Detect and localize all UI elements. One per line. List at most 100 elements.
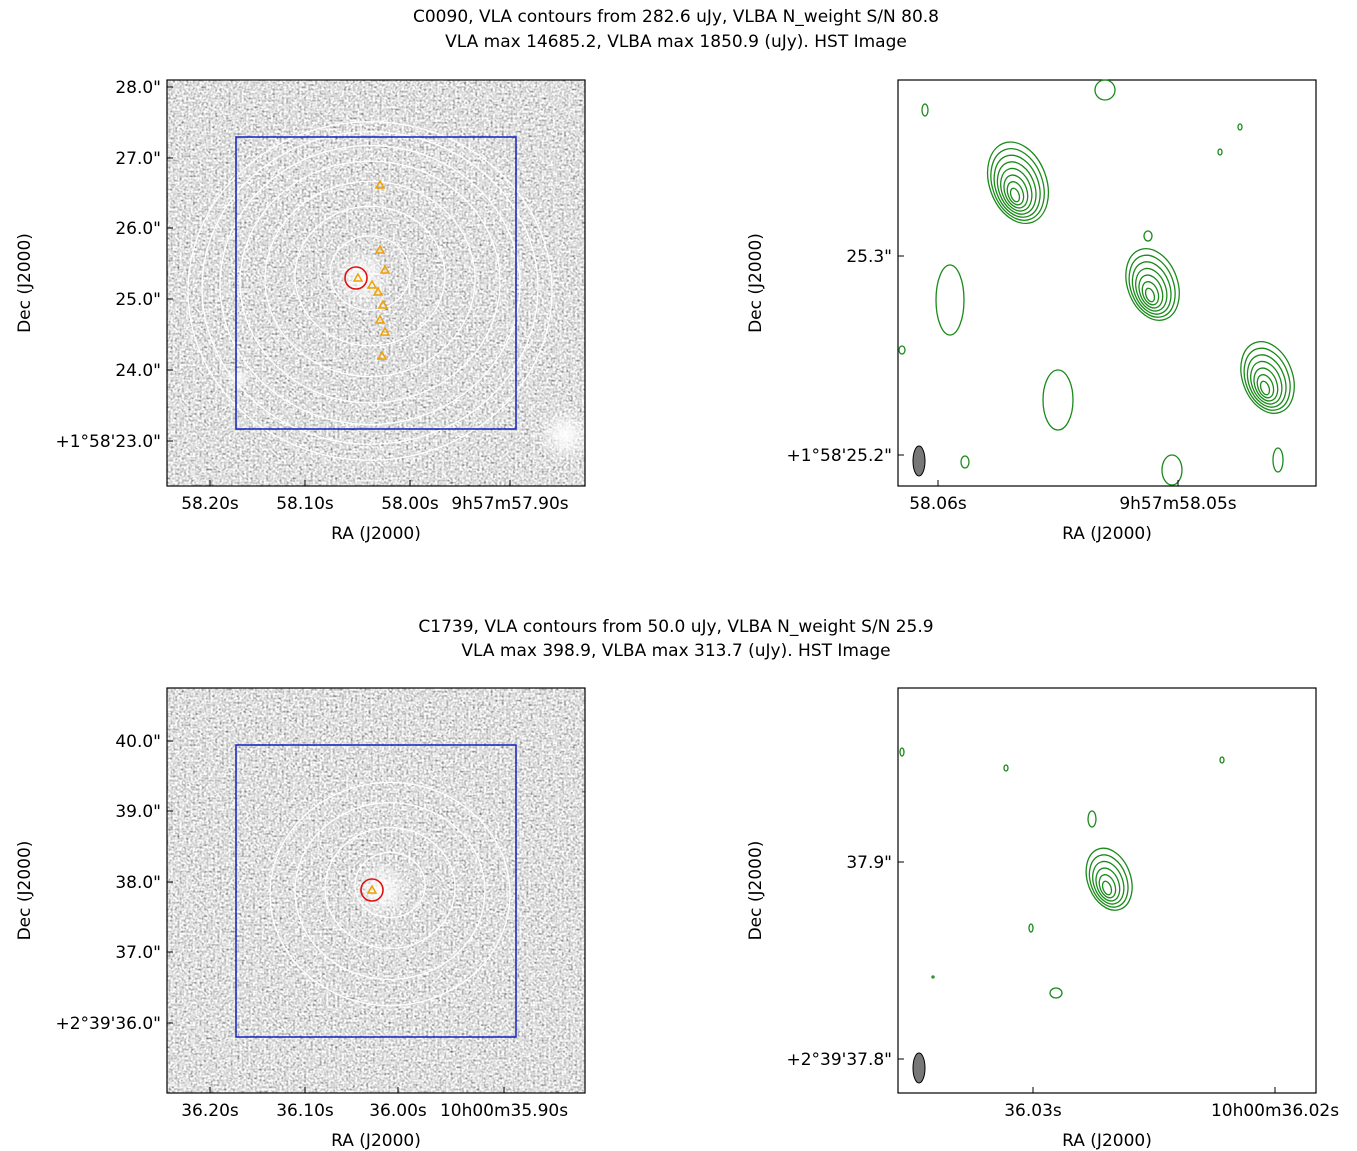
vlba-contour — [1135, 267, 1168, 312]
vla-contour — [264, 180, 476, 378]
vlba-contour — [1250, 360, 1283, 405]
vlba-contour — [1042, 369, 1074, 431]
vlba-contour — [1138, 274, 1164, 309]
x-tick-label: 36.00s — [369, 1101, 427, 1121]
y-axis-label: Dec (J2000) — [746, 233, 766, 333]
vlba-contour — [1087, 810, 1097, 828]
vlba-contour — [1141, 281, 1160, 306]
vlba-contour — [1161, 454, 1183, 486]
vlba-component — [377, 299, 389, 309]
vlba-contour — [1243, 347, 1291, 411]
vlba-component — [352, 272, 364, 282]
axes-frame — [897, 79, 1317, 487]
axes-frame — [166, 79, 586, 487]
vla-contour — [269, 781, 511, 1007]
vlba-contour — [996, 161, 1037, 215]
vlba-contour — [1000, 167, 1033, 212]
vlba-contour — [990, 148, 1045, 221]
vla-contour — [239, 160, 501, 404]
beam — [912, 445, 926, 477]
x-tick-label: 9h57m57.90s — [451, 494, 568, 514]
source-glow — [352, 860, 412, 920]
vlba-contour — [1144, 287, 1156, 303]
source-glow — [226, 366, 250, 390]
source-glow — [332, 248, 392, 308]
x-axis-label: RA (J2000) — [331, 1131, 421, 1151]
axes-frame — [166, 687, 586, 1094]
vlba-component — [376, 350, 388, 360]
vlba-contour — [986, 141, 1050, 225]
vlba-contour — [1085, 847, 1133, 911]
vlba-component — [379, 326, 391, 336]
x-tick-label: 58.10s — [276, 494, 334, 514]
vla-contour — [324, 826, 456, 950]
x-axis-label: RA (J2000) — [331, 524, 421, 544]
y-axis-label: Dec (J2000) — [746, 841, 766, 941]
vlba-contour — [931, 975, 935, 979]
vlba-contour — [1131, 261, 1172, 315]
vlba-contour — [1094, 79, 1116, 101]
y-tick-label: 38.0" — [115, 873, 161, 893]
panel-title: C0090, VLA contours from 282.6 uJy, VLBA… — [413, 7, 939, 27]
vlba-contour — [1143, 230, 1153, 242]
vla-contour — [201, 131, 539, 445]
vlba-component — [374, 244, 386, 254]
vla-contour — [294, 802, 486, 981]
vlba-contour — [898, 345, 906, 355]
vlba-contour — [1098, 874, 1117, 899]
panel-title: VLA max 398.9, VLBA max 313.7 (uJy). HST… — [461, 641, 890, 661]
vlba-contour — [1246, 354, 1287, 408]
vlba-contour — [1125, 248, 1180, 321]
vlba-field — [235, 744, 517, 1038]
vlba-contour — [1272, 447, 1284, 473]
y-tick-label: 39.0" — [115, 802, 161, 822]
vla-contour — [354, 851, 426, 919]
y-tick-label: 25.0" — [115, 290, 161, 310]
vlba-contour — [921, 103, 929, 117]
vlba-contour — [899, 747, 905, 757]
x-axis-label: RA (J2000) — [1062, 1131, 1152, 1151]
vlba-contour — [1006, 181, 1025, 206]
vlba-component — [379, 264, 391, 274]
optical-position — [360, 878, 384, 902]
x-tick-label: 9h57m58.05s — [1119, 494, 1236, 514]
vlba-contour — [1101, 880, 1113, 896]
y-tick-label: +1°58'25.2" — [786, 446, 892, 466]
y-tick-label: +1°58'23.0" — [55, 432, 161, 452]
vlba-contour — [1240, 341, 1295, 414]
x-tick-label: 36.10s — [276, 1101, 334, 1121]
vlba-contour — [1128, 254, 1176, 318]
x-tick-label: 10h00m36.02s — [1211, 1101, 1339, 1121]
vla-contour — [219, 144, 521, 426]
vlba-contour — [1003, 764, 1009, 772]
vlba-contour — [935, 264, 965, 336]
vlba-component — [366, 884, 378, 894]
vlba-contour — [993, 154, 1041, 218]
panel-title: VLA max 14685.2, VLBA max 1850.9 (uJy). … — [445, 32, 907, 52]
vla-contour — [294, 205, 446, 347]
vlba-contour — [1237, 123, 1243, 131]
vlba-component — [374, 314, 386, 324]
optical-position — [344, 266, 368, 290]
vlba-contour — [1259, 380, 1271, 396]
vlba-contour — [1092, 860, 1125, 905]
y-tick-label: +2°39'37.8" — [786, 1050, 892, 1070]
vlba-field — [235, 136, 517, 430]
panel-title: C1739, VLA contours from 50.0 uJy, VLBA … — [418, 617, 933, 637]
x-tick-label: 58.06s — [909, 494, 967, 514]
vlba-contour — [1219, 756, 1225, 764]
vlba-contour — [1253, 367, 1279, 402]
vlba-component — [372, 286, 384, 296]
vlba-contour — [1049, 987, 1063, 999]
vla-contour — [187, 121, 553, 461]
vlba-component — [366, 279, 378, 289]
source-glow — [537, 407, 593, 463]
y-tick-label: 25.3" — [846, 247, 892, 267]
vlba-component — [374, 179, 386, 189]
y-tick-label: 24.0" — [115, 361, 161, 381]
vlba-contour — [1217, 148, 1223, 156]
y-tick-label: 40.0" — [115, 732, 161, 752]
y-tick-label: 37.0" — [115, 943, 161, 963]
x-tick-label: 10h00m35.90s — [440, 1101, 568, 1121]
